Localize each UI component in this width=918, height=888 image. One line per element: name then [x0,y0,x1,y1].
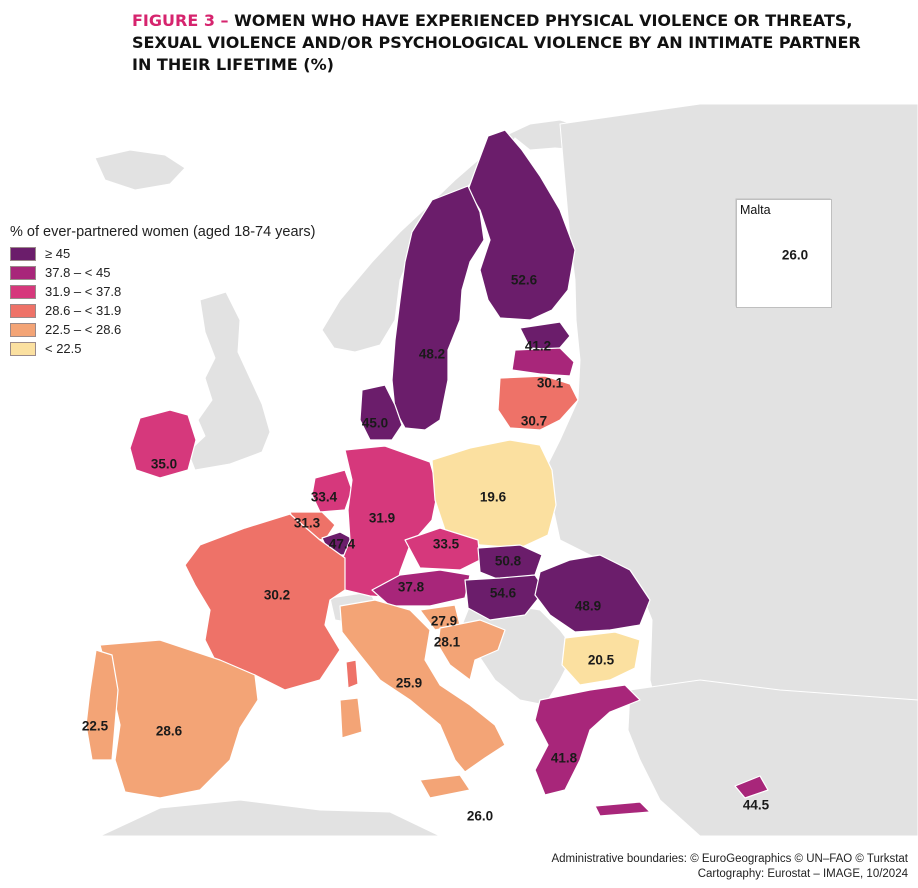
legend-item: 22.5 – < 28.6 [10,320,315,339]
title-line-1: WOMEN WHO HAVE EXPERIENCED PHYSICAL VIOL… [234,11,853,30]
legend-items: ≥ 45 37.8 – < 45 31.9 – < 37.8 28.6 – < 31.… [10,244,315,358]
legend-title: % of ever-partnered women (aged 18-74 ye… [10,224,316,240]
region-sweden [391,185,485,431]
region-finland [467,129,576,321]
legend-item: 37.8 – < 45 [10,263,315,282]
legend-swatch [10,303,36,318]
region-denmark [359,384,403,441]
legend-label: 28.6 – < 31.9 [45,303,122,318]
malta-inset: Malta [736,199,832,308]
value-label-slovenia: 27.9 [430,613,458,629]
value-label-sweden: 48.2 [418,346,446,362]
region-bulgaria [561,631,641,686]
legend-item: 28.6 – < 31.9 [10,301,315,320]
region-portugal [85,649,119,761]
region-romania [534,554,651,633]
legend-swatch [10,284,36,299]
great-britain-land [187,291,271,471]
region-sicily [419,774,471,799]
region-italy [339,599,506,773]
legend-item: 31.9 – < 37.8 [10,282,315,301]
legend-label: ≥ 45 [45,246,71,261]
value-label-ireland: 35.0 [150,456,178,472]
legend-label: 31.9 – < 37.8 [45,284,122,299]
europe-map [85,104,918,836]
north-africa-land [99,799,441,836]
value-label-lithuania: 30.1 [536,375,564,391]
value-label-luxembourg: 47.4 [328,536,356,552]
value-label-czechia: 33.5 [432,536,460,552]
region-lithuania [497,375,579,431]
value-label-bulgaria: 20.5 [587,652,615,668]
map-title: FIGURE 3 – WOMEN WHO HAVE EXPERIENCED PH… [132,10,892,76]
title-line-3: IN THEIR LIFETIME (%) [132,55,334,74]
value-label-portugal: 22.5 [81,718,109,734]
legend-label: 37.8 – < 45 [45,265,111,280]
region-netherlands [311,469,353,513]
region-corsica [345,659,359,689]
legend-item: ≥ 45 [10,244,315,263]
value-label-belgium: 31.3 [293,515,321,531]
value-label-france: 30.2 [263,587,291,603]
region-crete [594,801,651,817]
legend-item: < 22.5 [10,339,315,358]
value-label-malta-main: 26.0 [781,247,809,263]
value-label-lithuania-south: 30.7 [520,413,548,429]
value-label-germany: 31.9 [368,510,396,526]
malta-inset-label: Malta [740,203,771,217]
value-label-romania: 48.9 [574,598,602,614]
value-label-italy: 25.9 [395,675,423,691]
legend-label: < 22.5 [45,341,82,356]
value-label-denmark: 45.0 [361,415,389,431]
value-label-malta: 26.0 [466,808,494,824]
region-latvia [511,347,575,377]
credits-line-2: Cartography: Eurostat – IMAGE, 10/2024 [697,868,908,880]
region-ireland [129,409,197,479]
credits: Administrative boundaries: © EuroGeograp… [551,852,908,882]
legend-swatch [10,322,36,337]
region-croatia [437,619,506,681]
region-estonia [519,321,571,351]
region-spain [99,639,259,799]
value-label-poland: 19.6 [479,489,507,505]
region-france [184,513,346,691]
legend-swatch [10,246,36,261]
value-label-spain: 28.6 [155,723,183,739]
turkey-land [627,679,918,836]
legend-label: 22.5 – < 28.6 [45,322,122,337]
value-label-cyprus: 44.5 [742,797,770,813]
iceland-land [94,149,186,191]
region-hungary [464,574,546,621]
credits-line-1: Administrative boundaries: © EuroGeograp… [551,853,908,865]
region-sardinia [339,697,363,739]
value-label-latvia: 41.2 [524,338,552,354]
value-label-finland: 52.6 [510,272,538,288]
title-line-2: SEXUAL VIOLENCE AND/OR PSYCHOLOGICAL VIO… [132,33,861,52]
region-poland [431,439,557,549]
legend: % of ever-partnered women (aged 18-74 ye… [10,224,315,358]
legend-swatch [10,341,36,356]
region-cyprus [734,775,769,799]
value-label-slovakia: 50.8 [494,553,522,569]
value-label-austria: 37.8 [397,579,425,595]
legend-swatch [10,265,36,280]
value-label-greece: 41.8 [550,750,578,766]
value-label-croatia: 28.1 [433,634,461,650]
figure-number: FIGURE 3 – [132,11,229,30]
value-label-netherlands: 33.4 [310,489,338,505]
value-label-hungary: 54.6 [489,585,517,601]
region-greece [534,684,641,796]
eu-countries [85,129,769,817]
